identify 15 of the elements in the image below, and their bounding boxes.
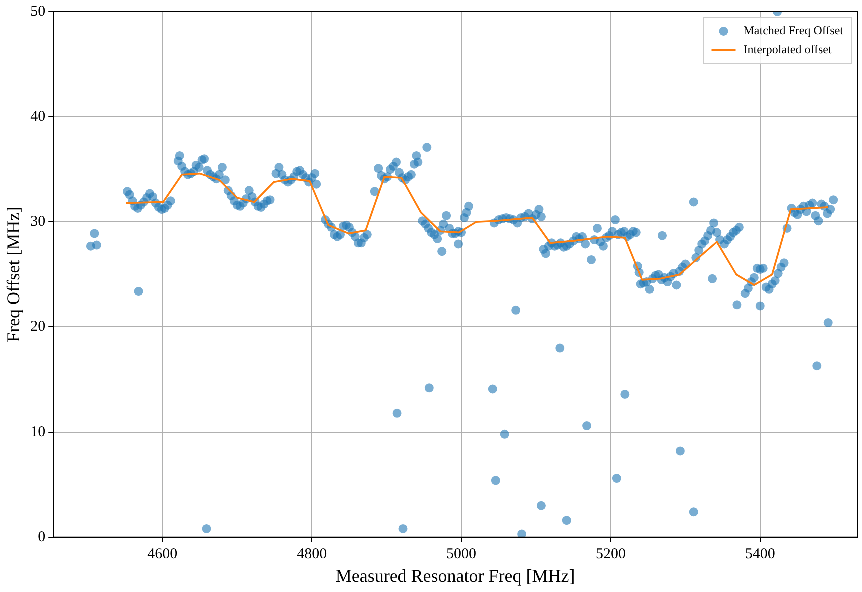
x-tick-label: 4800 [297, 546, 328, 562]
y-tick-label: 50 [30, 4, 46, 20]
x-tick-label: 5200 [596, 546, 626, 562]
y-tick-label: 40 [30, 109, 46, 126]
x-tick-label: 5400 [745, 546, 776, 562]
y-tick-label: 30 [30, 214, 46, 230]
x-axis-title: Measured Resonator Freq [MHz] [336, 566, 576, 586]
legend-label: Interpolated offset [744, 42, 832, 57]
y-axis-title: Freq Offset [MHz] [4, 206, 24, 343]
legend-label: Matched Freq Offset [744, 24, 844, 38]
x-tick-label: 4600 [148, 546, 178, 562]
y-tick-label: 10 [30, 424, 46, 440]
x-tick-label: 5000 [446, 546, 477, 562]
y-tick-label: 0 [38, 529, 46, 546]
y-tick-label: 20 [30, 319, 46, 336]
